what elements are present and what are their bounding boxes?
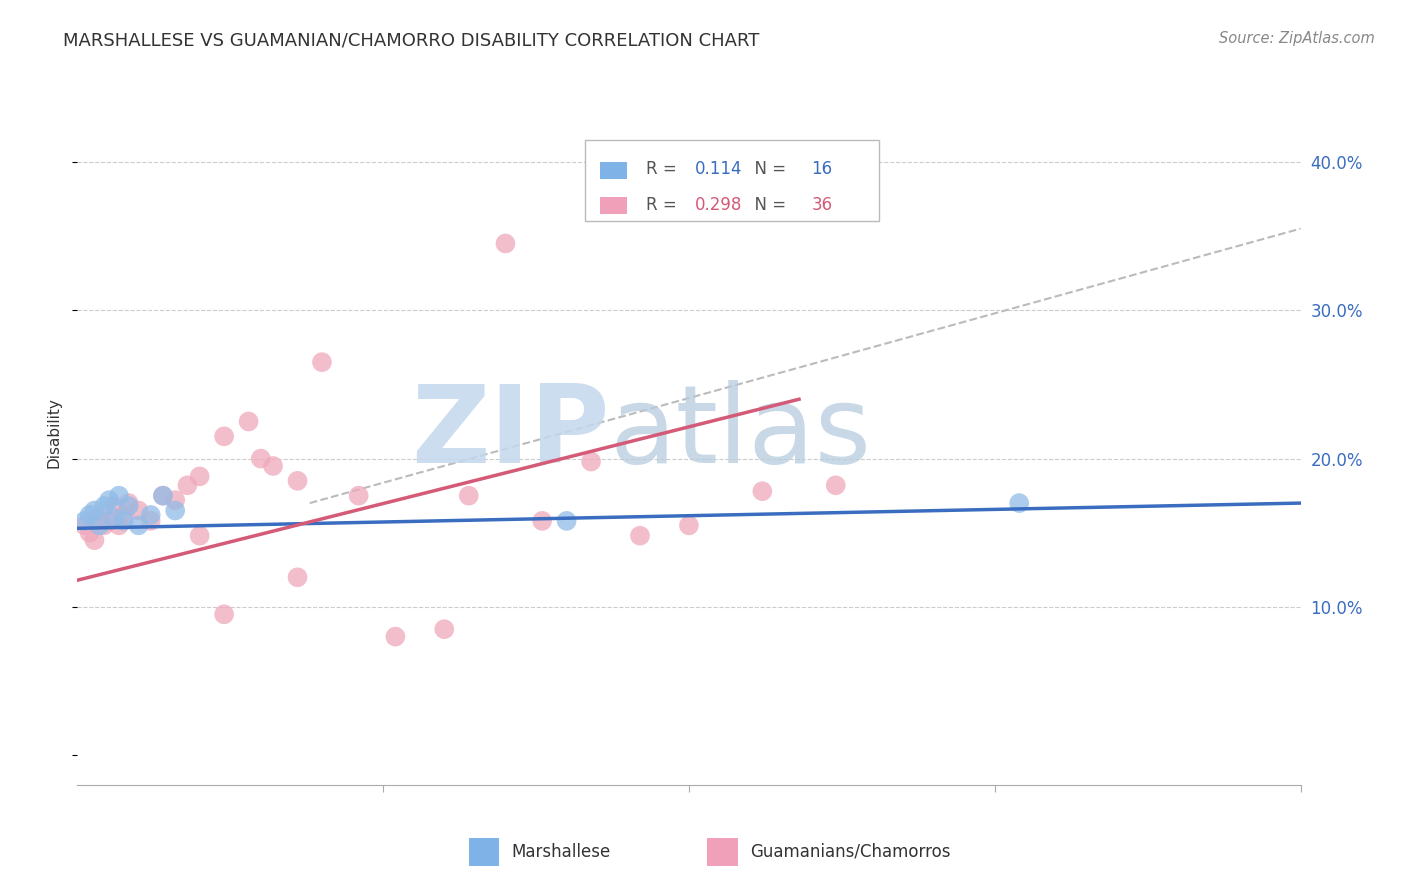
Text: 36: 36 [811, 195, 832, 213]
Point [89, 518, 111, 533]
Point [103, 511, 125, 525]
Point [139, 514, 162, 528]
Text: Source: ZipAtlas.com: Source: ZipAtlas.com [1219, 31, 1375, 46]
Point [188, 469, 211, 483]
Point [678, 518, 700, 533]
Point [457, 489, 479, 503]
Point [118, 499, 141, 513]
Point [127, 503, 149, 517]
Point [98, 493, 121, 508]
Point [139, 508, 162, 522]
Point [495, 236, 517, 251]
Point [287, 474, 309, 488]
Point [112, 508, 135, 522]
Point [89, 511, 111, 525]
Point [79, 525, 101, 540]
Point [112, 514, 135, 528]
Text: Guamanians/Chamorros: Guamanians/Chamorros [751, 843, 950, 861]
Point [384, 630, 406, 644]
Point [165, 493, 187, 508]
Text: R =: R = [647, 195, 682, 213]
Point [212, 429, 235, 443]
Point [108, 489, 131, 503]
Point [1008, 496, 1031, 510]
Text: ZIP: ZIP [411, 380, 609, 485]
Point [824, 478, 846, 492]
Text: atlas: atlas [609, 380, 872, 485]
Point [250, 451, 273, 466]
Point [93, 499, 115, 513]
Point [433, 622, 456, 636]
Point [188, 529, 211, 543]
Text: Marshallese: Marshallese [512, 843, 610, 861]
Text: MARSHALLESE VS GUAMANIAN/CHAMORRO DISABILITY CORRELATION CHART: MARSHALLESE VS GUAMANIAN/CHAMORRO DISABI… [63, 31, 759, 49]
FancyBboxPatch shape [585, 140, 879, 221]
Point [73, 514, 96, 528]
Text: 0.298: 0.298 [695, 195, 742, 213]
Point [83, 503, 105, 517]
Point [103, 499, 125, 513]
Point [212, 607, 235, 622]
FancyBboxPatch shape [468, 838, 499, 866]
Point [238, 415, 260, 429]
Point [628, 529, 651, 543]
Point [347, 489, 370, 503]
Point [152, 489, 174, 503]
Point [262, 458, 284, 473]
Text: N =: N = [744, 160, 792, 178]
Point [176, 478, 198, 492]
FancyBboxPatch shape [599, 161, 627, 178]
Point [152, 489, 174, 503]
Point [73, 518, 96, 533]
Text: R =: R = [647, 160, 682, 178]
Point [98, 514, 121, 528]
Point [118, 496, 141, 510]
Y-axis label: Disability: Disability [46, 397, 62, 468]
FancyBboxPatch shape [599, 197, 627, 214]
Point [311, 355, 333, 369]
Point [83, 533, 105, 548]
Text: 16: 16 [811, 160, 832, 178]
Point [165, 503, 187, 517]
Point [751, 484, 773, 499]
Point [555, 514, 578, 528]
Point [287, 570, 309, 584]
Point [579, 454, 602, 468]
FancyBboxPatch shape [707, 838, 738, 866]
Point [93, 518, 115, 533]
Point [127, 518, 149, 533]
Point [531, 514, 554, 528]
Point [79, 508, 101, 522]
Point [108, 518, 131, 533]
Text: 0.114: 0.114 [695, 160, 742, 178]
Text: N =: N = [744, 195, 792, 213]
